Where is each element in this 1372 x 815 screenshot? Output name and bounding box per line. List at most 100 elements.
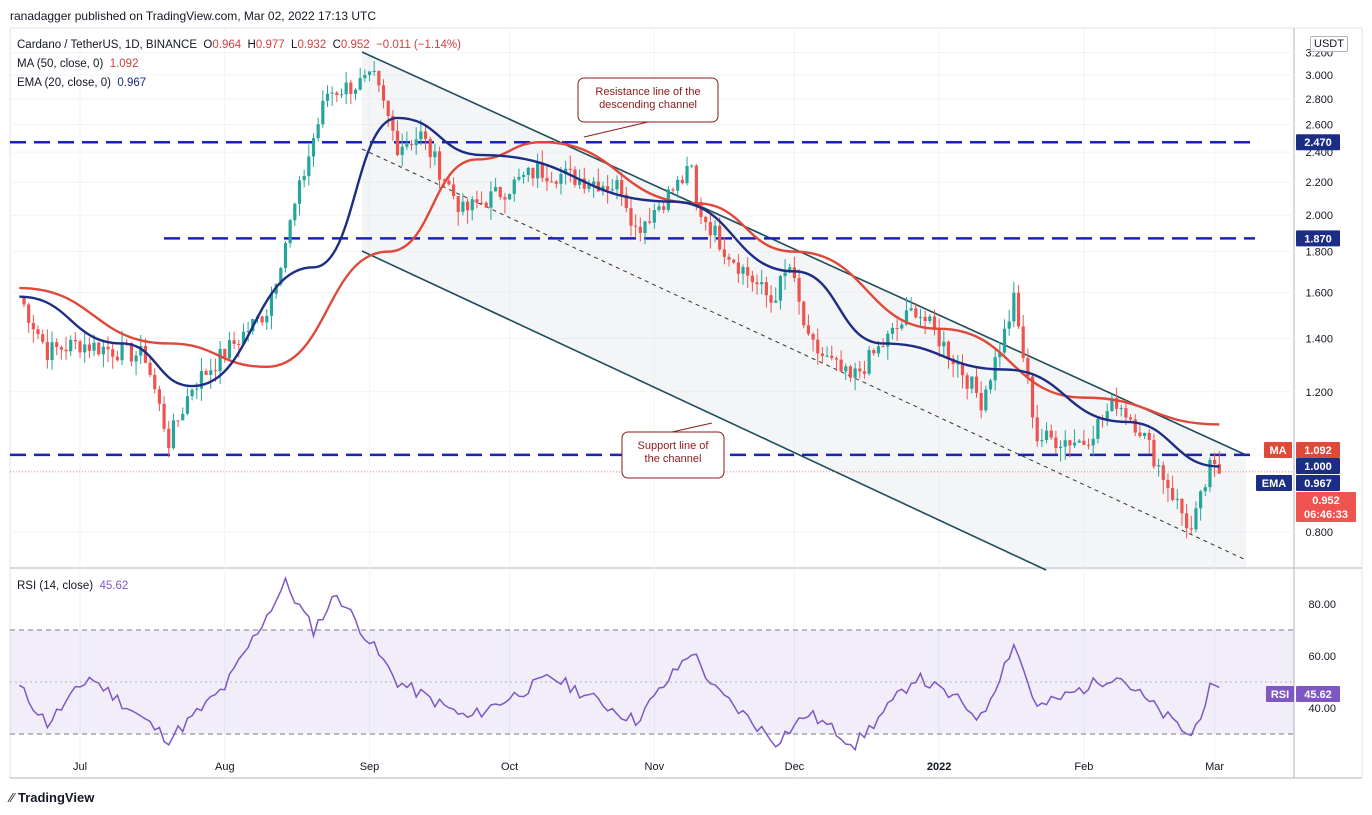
level-2470-tag-text: 2.470 (1304, 137, 1332, 149)
candle (946, 340, 951, 369)
candle-body (1217, 464, 1221, 474)
ma-name-tag-bg (1264, 442, 1292, 458)
candle (778, 274, 782, 310)
candle (1138, 424, 1142, 439)
candle (1068, 439, 1072, 458)
candle (881, 338, 885, 348)
candle (349, 79, 353, 105)
candle (465, 198, 470, 224)
candle-body (358, 78, 362, 90)
currency-unit-button[interactable]: USDT (1310, 36, 1348, 52)
support-annotation-text: the channel (645, 453, 702, 465)
symbol-title[interactable]: Cardano / TetherUS, 1D, BINANCE (17, 39, 198, 51)
rsi-tick-label: 60.00 (1308, 651, 1336, 663)
candle (260, 315, 264, 327)
candle-body (1035, 417, 1039, 442)
channel-resistance-line (361, 51, 1247, 456)
candle-body (895, 327, 899, 329)
candle-body (615, 180, 619, 190)
candle-body (227, 340, 232, 359)
candle-body (1105, 411, 1109, 419)
candle (820, 347, 825, 364)
candle (171, 413, 176, 450)
candle (1105, 403, 1109, 426)
candle (886, 330, 890, 360)
x-tick-label: Aug (215, 761, 235, 773)
candle (83, 333, 87, 363)
candle (470, 196, 474, 221)
candle (1096, 417, 1100, 444)
candle (423, 126, 428, 151)
candle (624, 186, 628, 213)
candle (657, 201, 661, 213)
candle (391, 110, 395, 141)
candle (844, 363, 848, 381)
ma-legend-row[interactable]: MA (50, close, 0) 1.092 (17, 55, 461, 74)
candle (956, 354, 960, 378)
rsi-axis-labels: 80.00 60.00 40.00 (1308, 599, 1336, 715)
candle-body (167, 428, 171, 449)
ema-legend-row[interactable]: EMA (20, close, 0) 0.967 (17, 74, 461, 93)
candle (339, 88, 344, 99)
candle (1142, 432, 1147, 440)
candle-body (409, 144, 414, 146)
candle (937, 318, 941, 358)
candle-body (162, 403, 166, 429)
candle-body (1142, 432, 1147, 437)
candle-body (923, 316, 927, 322)
candle-body (27, 304, 31, 323)
candle-body (876, 346, 881, 354)
candles (22, 61, 1221, 539)
candle-body (746, 267, 750, 276)
candle (517, 168, 521, 182)
candle-body (372, 70, 376, 72)
candle (503, 193, 507, 214)
candle (708, 210, 712, 249)
candle (293, 202, 297, 227)
support-annotation-box (621, 431, 725, 479)
candle-body (657, 206, 661, 210)
candle-body (1189, 528, 1193, 530)
candle (890, 323, 895, 340)
candle (209, 358, 213, 389)
candle-body (708, 222, 712, 236)
candle-body (699, 202, 703, 217)
rsi-line (18, 575, 1220, 752)
candle-body (545, 177, 549, 182)
candle (101, 341, 105, 368)
tradingview-logo[interactable]: ⁄⁄ TradingView (10, 790, 94, 805)
close-value: 0.952 (340, 39, 370, 51)
candle-body (788, 267, 792, 273)
candle-body (792, 267, 797, 279)
candle-body (241, 331, 246, 345)
x-tick-label: Nov (645, 761, 665, 773)
candle-body (143, 346, 148, 363)
candle (297, 176, 302, 216)
candle-body (928, 316, 932, 322)
candle (1114, 387, 1119, 416)
candle-body (311, 138, 316, 157)
candle-body (419, 131, 423, 140)
rsi-legend[interactable]: RSI (14, close) 45.62 (17, 580, 128, 592)
candle (27, 302, 31, 334)
candle-body (209, 370, 213, 375)
candle (638, 217, 642, 242)
candle-body (559, 173, 563, 184)
candle-body (900, 324, 904, 329)
candle (204, 368, 208, 375)
resistance-annotation-text: Resistance line of the (595, 86, 700, 98)
candle-body (1180, 498, 1184, 514)
candle-body (531, 167, 535, 179)
candle-body (554, 181, 558, 184)
candle-body (232, 340, 236, 344)
candle (1185, 504, 1189, 539)
last-price-value: 0.952 (1312, 495, 1340, 507)
candle-body (1091, 438, 1095, 446)
candle (690, 164, 694, 169)
candle-body (1021, 326, 1025, 359)
rsi-legend-value: 45.62 (99, 580, 129, 592)
candle-body (676, 179, 680, 191)
candle (722, 237, 726, 265)
